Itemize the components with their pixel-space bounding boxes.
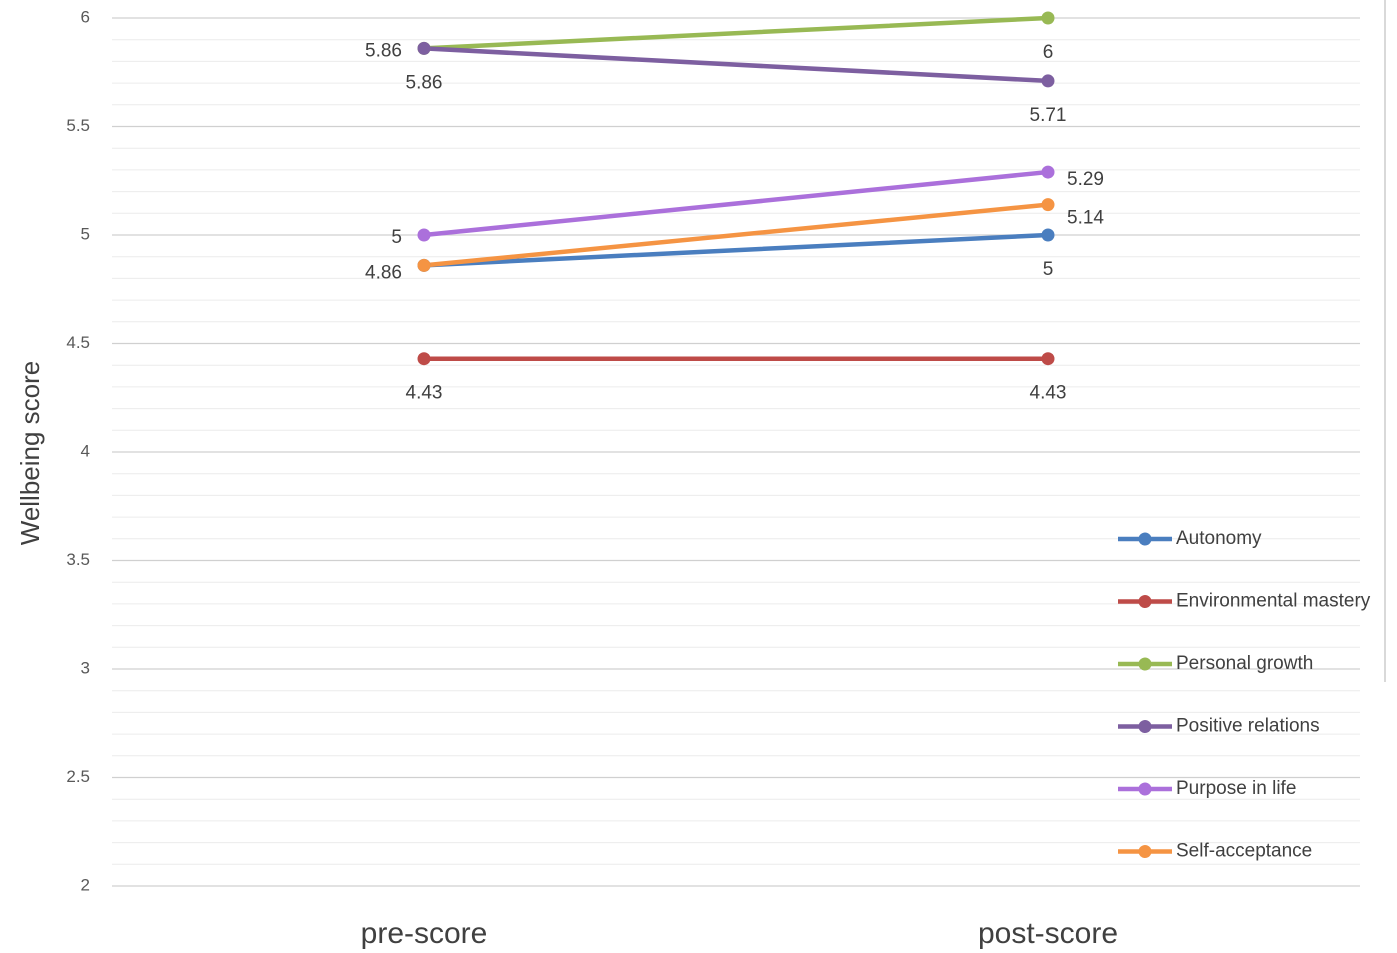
data-label: 5.71 [1030,105,1067,126]
data-label: 4.43 [1030,383,1067,404]
legend-label: Positive relations [1176,716,1320,737]
data-point [1041,228,1055,242]
data-label: 5 [1043,259,1054,280]
data-label: 4.43 [406,383,443,404]
series-line [421,169,1051,238]
data-label: 5.86 [365,40,402,61]
data-point [417,228,431,242]
y-tick-label: 2.5 [66,767,90,786]
data-point [1041,165,1055,179]
data-point [1041,74,1055,88]
legend-marker [1138,595,1152,608]
data-label: 5.29 [1067,169,1104,190]
data-point [1041,11,1055,25]
y-axis-title: Wellbeing score [15,361,45,546]
data-label: 5 [391,227,402,248]
y-tick-label: 4.5 [66,333,90,352]
legend-label: Personal growth [1176,653,1313,674]
y-tick-label: 2 [81,875,90,894]
y-tick-label: 5 [81,224,90,243]
legend-label: Autonomy [1176,528,1262,549]
legend-label: Environmental mastery [1176,591,1371,612]
data-point [1041,198,1055,212]
series-line [421,15,1051,51]
legend-marker [1138,720,1152,733]
x-tick-label: pre-score [361,917,488,950]
y-tick-label: 6 [81,7,90,26]
data-point [1041,352,1055,366]
data-label: 5.14 [1067,208,1104,229]
legend-marker [1138,845,1152,858]
series-line [421,232,1051,268]
legend-label: Self-acceptance [1176,841,1312,862]
data-label: 6 [1043,42,1054,63]
data-point [417,352,431,366]
data-point [417,41,431,55]
y-tick-label: 3.5 [66,550,90,569]
series-line [421,46,1051,84]
legend-marker [1138,782,1152,796]
series-line [421,202,1051,268]
y-tick-label: 4 [81,441,90,460]
legend-label: Purpose in life [1176,778,1296,799]
legend-marker [1138,532,1152,546]
y-tick-label: 3 [81,658,90,677]
legend-marker [1138,657,1152,671]
data-label: 4.86 [365,262,402,283]
x-tick-label: post-score [978,917,1118,950]
y-tick-label: 5.5 [66,116,90,135]
data-point [417,258,431,272]
data-label: 5.86 [406,72,443,93]
